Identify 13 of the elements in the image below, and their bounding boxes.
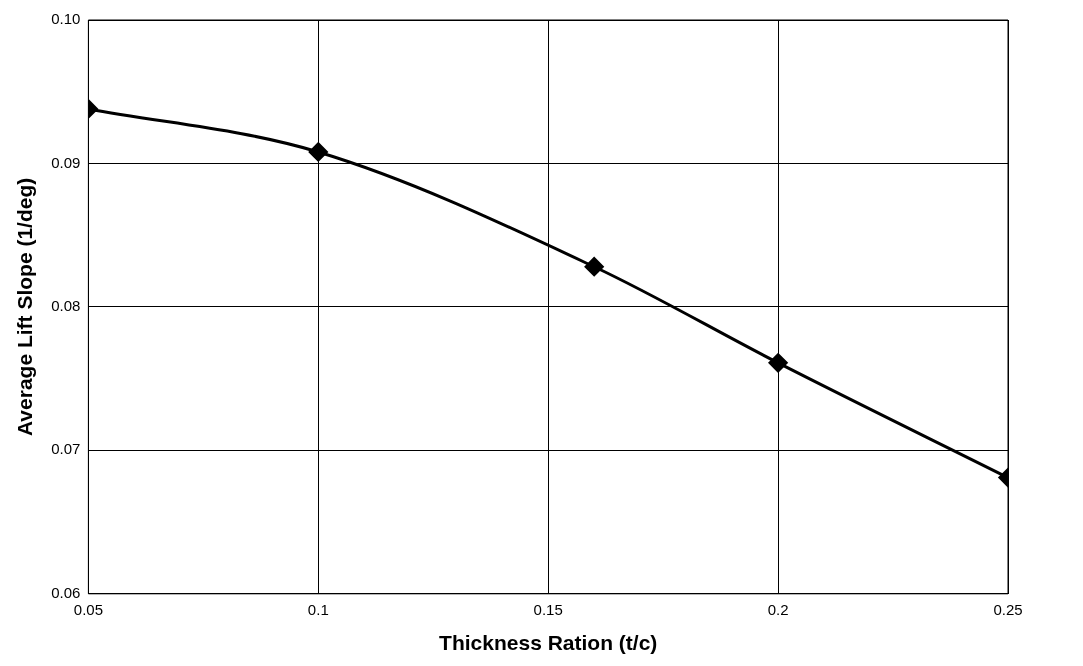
x-tick-label: 0.1 xyxy=(307,600,329,618)
x-tick-label: 0.25 xyxy=(993,600,1023,618)
point xyxy=(584,257,604,277)
x-tick-label: 0.2 xyxy=(767,600,789,618)
y-axis-title: Average Lift Slope (1/deg) xyxy=(13,177,37,437)
y-tick-label: 0.07 xyxy=(51,440,81,458)
y-tick-label: 0.06 xyxy=(51,583,81,601)
y-tick-label: 0.10 xyxy=(51,10,81,28)
x-tick-label: 0.05 xyxy=(73,600,103,618)
y-tick-label: 0.09 xyxy=(51,153,81,171)
x-tick-label: 0.15 xyxy=(533,600,563,618)
x-axis-title: Thickness Ration (t/c) xyxy=(439,631,658,655)
y-tick-label: 0.08 xyxy=(51,297,81,315)
